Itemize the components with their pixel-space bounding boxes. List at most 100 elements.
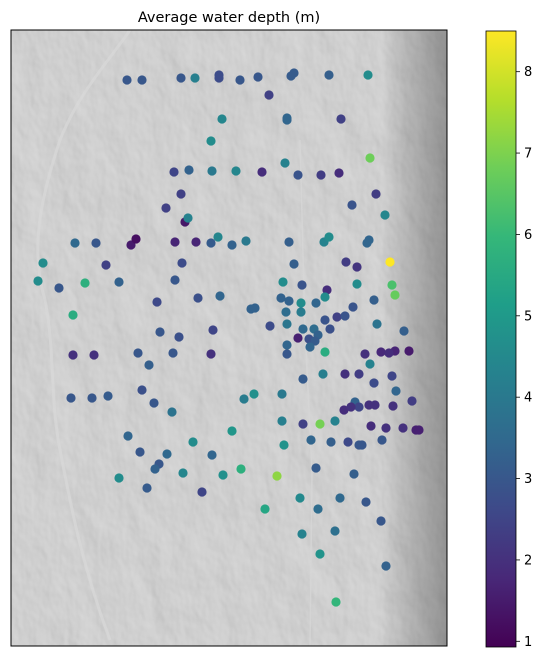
data-point [343, 437, 353, 447]
data-point [330, 526, 340, 536]
data-point [318, 369, 328, 379]
data-point [206, 238, 216, 248]
data-point [249, 389, 259, 399]
data-point [70, 238, 80, 248]
colorbar-gradient [486, 31, 516, 647]
data-point [89, 350, 99, 360]
data-point [348, 302, 358, 312]
data-point [391, 386, 401, 396]
data-point [384, 348, 394, 358]
data-point [320, 347, 330, 357]
data-point [133, 348, 143, 358]
data-point [370, 400, 380, 410]
data-point [305, 342, 315, 352]
data-point [207, 450, 217, 460]
data-point [33, 276, 43, 286]
data-point [155, 327, 165, 337]
colorbar-tick-label: 3 [524, 472, 532, 487]
data-point [320, 315, 330, 325]
data-point [361, 497, 371, 507]
scatter-points [33, 68, 424, 607]
data-point [320, 292, 330, 302]
data-point [66, 393, 76, 403]
data-point [152, 297, 162, 307]
data-point [137, 385, 147, 395]
data-point [298, 324, 308, 334]
data-point [235, 75, 245, 85]
data-point [264, 90, 274, 100]
data-point [399, 326, 409, 336]
data-point [387, 280, 397, 290]
plot-area [11, 30, 447, 646]
data-point [332, 312, 342, 322]
data-point [282, 349, 292, 359]
data-point [197, 487, 207, 497]
data-point [103, 391, 113, 401]
data-point [326, 437, 336, 447]
data-point [380, 210, 390, 220]
eastern-hills-shade [11, 30, 447, 646]
data-point [339, 405, 349, 415]
data-point [388, 401, 398, 411]
data-point [297, 280, 307, 290]
data-point [281, 307, 291, 317]
data-point [177, 258, 187, 268]
data-point [381, 423, 391, 433]
data-point [257, 167, 267, 177]
data-point [366, 421, 376, 431]
colorbar-tick-label: 8 [524, 65, 532, 80]
colorbar-tick-label: 1 [524, 635, 532, 650]
data-point [278, 277, 288, 287]
data-point [357, 440, 367, 450]
data-point [114, 277, 124, 287]
data-point [398, 423, 408, 433]
data-point [215, 291, 225, 301]
data-point [206, 136, 216, 146]
data-point [297, 529, 307, 539]
data-point [354, 402, 364, 412]
data-point [241, 236, 251, 246]
data-point [54, 283, 64, 293]
data-point [231, 166, 241, 176]
data-point [193, 293, 203, 303]
data-point [298, 374, 308, 384]
data-point [407, 396, 417, 406]
data-point [369, 295, 379, 305]
data-point [365, 359, 375, 369]
data-point [349, 469, 359, 479]
data-point [376, 347, 386, 357]
data-point [161, 203, 171, 213]
data-point [360, 349, 370, 359]
colorbar-tick-label: 6 [524, 228, 532, 243]
river-course [36, 30, 132, 641]
data-point [208, 325, 218, 335]
data-point [169, 167, 179, 177]
data-point [335, 493, 345, 503]
data-point [390, 290, 400, 300]
data-point [184, 165, 194, 175]
colorbar-ticks: 1 2 3 4 5 6 7 8 [516, 65, 532, 650]
data-point [369, 378, 379, 388]
data-point [80, 278, 90, 288]
data-point [137, 75, 147, 85]
data-point [218, 470, 228, 480]
colorbar-tick-label: 2 [524, 553, 532, 568]
data-point [371, 189, 381, 199]
data-point [341, 257, 351, 267]
colorbar: 1 2 3 4 5 6 7 8 [485, 30, 532, 650]
data-point [170, 237, 180, 247]
data-point [122, 75, 132, 85]
data-point [347, 200, 357, 210]
data-point [293, 333, 303, 343]
data-point [282, 340, 292, 350]
data-point [282, 115, 292, 125]
data-point [150, 464, 160, 474]
data-point [190, 73, 200, 83]
data-point [227, 240, 237, 250]
data-point [277, 389, 287, 399]
data-point [114, 473, 124, 483]
data-point [336, 114, 346, 124]
data-point [316, 170, 326, 180]
data-point [272, 471, 282, 481]
data-point [207, 166, 217, 176]
